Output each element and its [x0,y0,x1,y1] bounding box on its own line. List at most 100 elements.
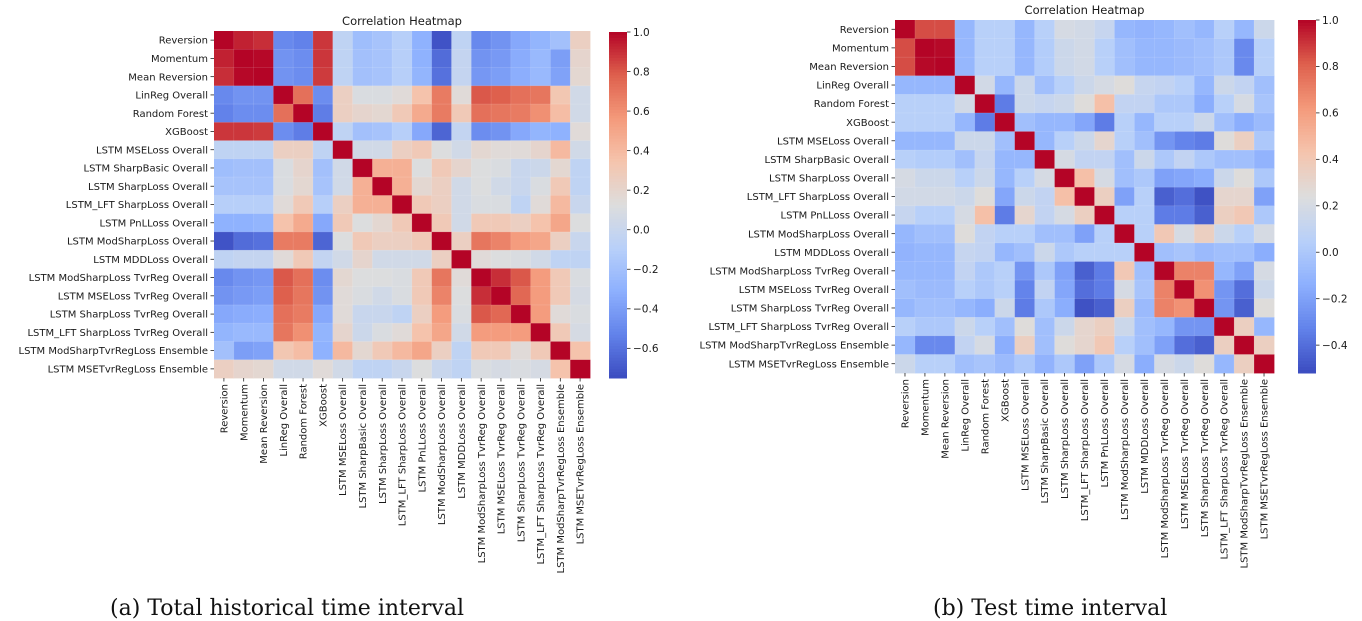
heatmap-cell [491,323,512,342]
heatmap-cell [214,286,235,306]
caption-a: (a) Total historical time interval [110,596,464,621]
colorbar-segment [609,323,627,327]
heatmap-cell [233,268,254,288]
heatmap-cell [372,195,393,215]
colorbar-segment [1298,131,1316,136]
heatmap-cell [1194,38,1215,58]
heatmap-cell [372,158,393,178]
heatmap-cell [471,195,492,215]
y-tick-label: LSTM ModSharpLoss TvrReg Overall [29,273,208,284]
heatmap-cell [312,286,334,306]
heatmap-cell [1014,168,1036,188]
heatmap-cell [550,177,571,196]
heatmap-cell [214,140,235,160]
heatmap-cell [233,104,254,123]
colorbar-segment [1298,99,1316,103]
heatmap-cell [1074,94,1095,114]
heatmap-cell [530,304,551,324]
colorbar-segment [1298,287,1316,292]
heatmap-cell [471,49,492,68]
heatmap-cell [1194,150,1215,170]
heatmap-cell [293,250,314,269]
heatmap-cell [1014,187,1036,207]
heatmap-cell [895,57,916,77]
heatmap-cell [233,323,254,342]
heatmap-cell [273,213,294,233]
y-tick-label: LSTM_LFT SharpLoss TvrReg Overall [27,328,208,339]
heatmap-cell [214,359,235,379]
heatmap-cell [570,195,591,215]
heatmap-cell [372,268,393,288]
heatmap-cell [1194,298,1215,318]
heatmap-cell [312,104,334,123]
heatmap-cell [491,341,512,361]
heatmap-cell [214,323,235,342]
heatmap-cell [372,85,393,105]
colorbar-segment [609,164,627,169]
heatmap-cell [1174,280,1195,300]
heatmap-cell [1194,20,1215,39]
colorbar-segment [609,124,627,128]
heatmap-cell [914,205,936,225]
heatmap-cell [214,31,235,50]
colorbar-segment [1298,308,1316,312]
heatmap-cell [214,85,235,105]
colorbar-segment [1298,149,1316,153]
heatmap-cell [273,177,294,196]
heatmap-cell [431,104,452,123]
heatmap-cell [994,224,1016,244]
heatmap-cell [392,323,413,342]
heatmap-cell [372,341,393,361]
heatmap-cell [954,168,976,188]
heatmap-cell [233,158,254,178]
heatmap-cell [451,250,472,269]
heatmap-cell [392,49,413,68]
x-tick-label: LSTM SharpLoss TvrReg Overall [1200,379,1211,537]
heatmap-cell [1174,112,1195,132]
colorbar-segment [1298,305,1316,309]
heatmap-cell [1154,261,1175,281]
colorbar-segment [1298,155,1316,159]
heatmap-cell [253,140,274,160]
heatmap-cell [352,304,373,324]
heatmap-cell [1194,354,1215,374]
heatmap-cell [411,140,433,160]
x-tick-label: LSTM SharpLoss Overall [378,384,389,504]
y-tick-label: XGBoost [165,127,208,138]
colorbar-segment [609,349,627,353]
heatmap-cell [332,31,353,50]
heatmap-cell [214,304,235,324]
heatmap-cell [895,354,916,374]
heatmap-cell [530,177,551,196]
heatmap-cell [1014,280,1036,300]
y-tick-label: Momentum [151,54,208,65]
heatmap-cell [431,122,452,141]
colorbar-tick-label: 1.0 [1322,15,1339,27]
colorbar-segment [609,360,627,365]
heatmap-cell [411,323,433,342]
heatmap-cell [253,323,274,342]
colorbar-segment [609,57,627,62]
heatmap-cell [1154,224,1175,244]
heatmap-cell [530,49,551,68]
heatmap-cell [530,250,551,269]
colorbar-segment [609,245,627,249]
heatmap-cell [954,354,976,374]
colorbar-segment [609,138,627,143]
heatmap-cell [1214,298,1235,318]
colorbar-segment [1298,225,1316,230]
heatmap-cell [570,286,591,306]
heatmap-cell [1034,94,1055,114]
heatmap-cell [1154,335,1175,355]
heatmap-cell [1034,298,1055,318]
heatmap-cell [914,150,936,170]
heatmap-cell [352,250,373,269]
colorbar-tick-label: 0.2 [633,185,650,197]
heatmap-cell [1154,205,1175,225]
heatmap-cell [431,49,452,68]
colorbar-segment [609,225,627,229]
heatmap-cell [510,195,532,215]
heatmap-cell [372,250,393,269]
colorbar-segment [1298,105,1316,109]
heatmap-cell [411,104,433,123]
